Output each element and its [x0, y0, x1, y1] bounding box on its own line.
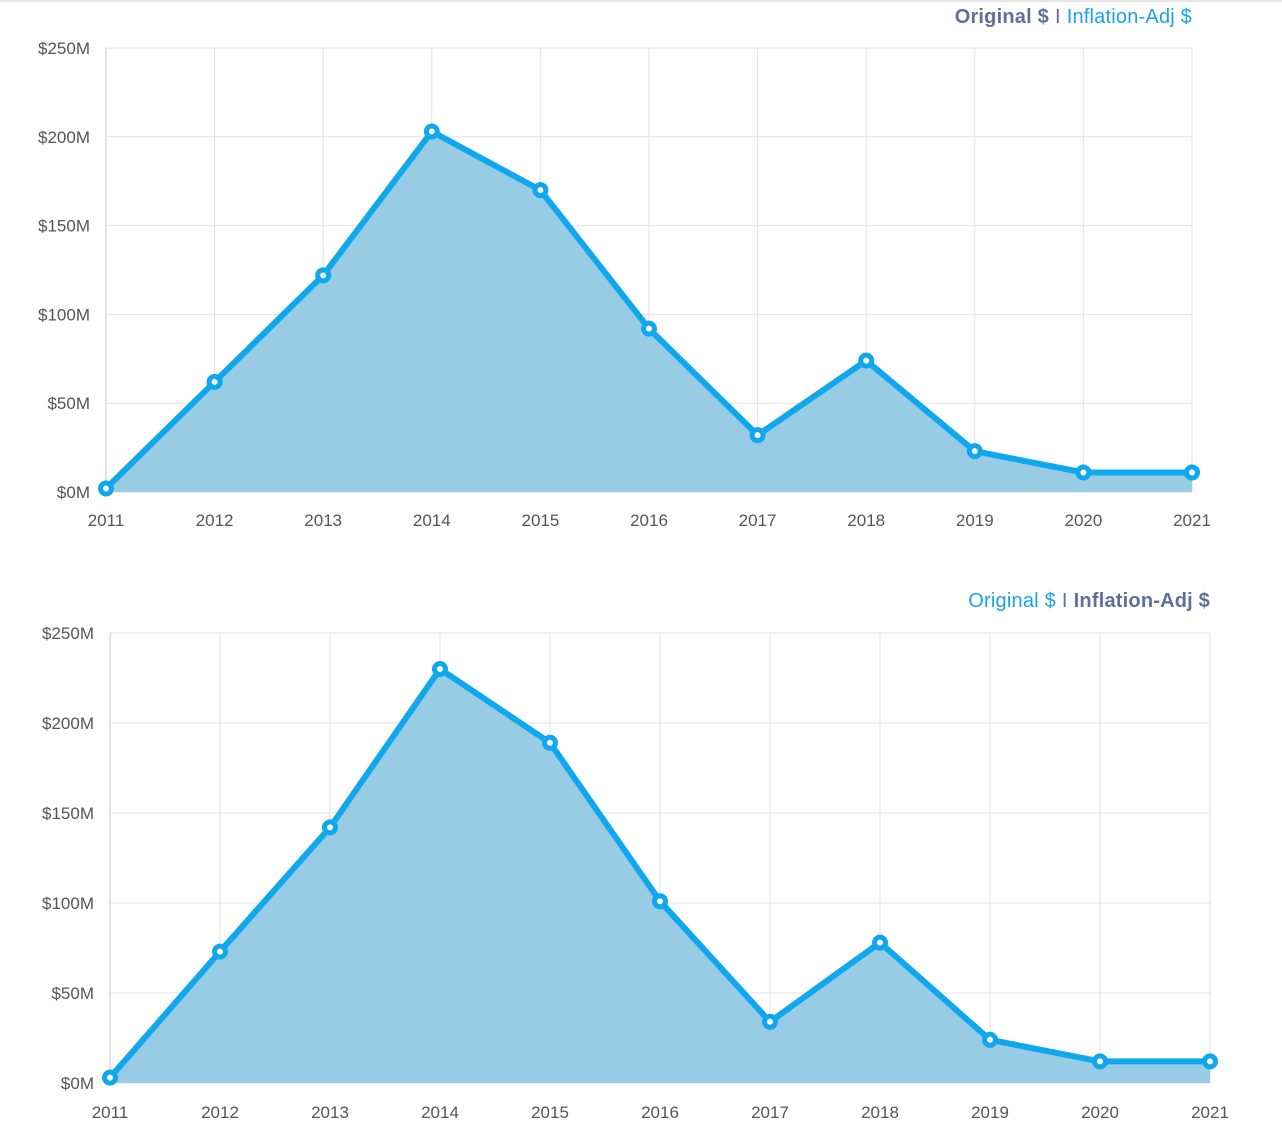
x-tick-label: 2019 — [971, 1103, 1009, 1122]
y-tick-label: $50M — [47, 394, 90, 413]
x-tick-label: 2018 — [847, 511, 885, 530]
y-tick-label: $200M — [38, 128, 90, 147]
y-tick-label: $250M — [38, 39, 90, 58]
x-tick-label: 2011 — [88, 511, 125, 530]
currency-toggle: Original $ I Inflation-Adj $ — [955, 6, 1192, 29]
toggle-inflation-button[interactable]: Inflation-Adj $ — [1066, 6, 1192, 28]
x-tick-label: 2014 — [413, 511, 451, 530]
data-point[interactable] — [966, 443, 983, 460]
y-tick-label: $100M — [42, 894, 94, 913]
area-chart-inflation-adjusted: $0M $50M $100M $150M $200M $250M 2011 2012 2013 2… — [42, 624, 1229, 1122]
data-point[interactable] — [532, 182, 549, 199]
x-tick-label: 2012 — [201, 1103, 239, 1122]
data-point[interactable] — [102, 1069, 118, 1086]
y-tick-label: $0M — [61, 1074, 94, 1093]
data-point[interactable] — [212, 943, 228, 960]
data-point[interactable] — [1202, 1053, 1218, 1070]
data-point[interactable] — [858, 352, 875, 369]
top-divider — [0, 0, 1282, 2]
x-tick-label: 2013 — [311, 1103, 349, 1122]
x-tick-label: 2013 — [304, 511, 342, 530]
area-chart-original: $0M $50M $100M $150M $200M $250M 2011 2012 2013 2… — [38, 39, 1211, 530]
toggle-separator: I — [1061, 590, 1068, 612]
x-tick-label: 2020 — [1081, 1103, 1119, 1122]
data-point[interactable] — [1184, 464, 1200, 481]
data-point[interactable] — [641, 320, 657, 337]
data-point[interactable] — [1092, 1053, 1108, 1070]
y-tick-label: $200M — [42, 714, 94, 733]
toggle-original-button[interactable]: Original $ — [968, 590, 1056, 612]
y-tick-label: $0M — [57, 483, 90, 502]
toggle-original-button[interactable]: Original $ — [954, 6, 1049, 28]
x-tick-label: 2019 — [956, 511, 994, 530]
data-point[interactable] — [98, 480, 114, 497]
data-point[interactable] — [423, 123, 440, 140]
x-tick-label: 2017 — [739, 511, 777, 530]
data-point[interactable] — [542, 734, 558, 751]
y-tick-label: $250M — [42, 624, 94, 643]
x-tick-label: 2021 — [1191, 1103, 1229, 1122]
x-tick-label: 2011 — [92, 1103, 129, 1122]
chart-panel-inflation-adjusted: Original $ I Inflation-Adj $ $0M $50M $100M $… — [0, 580, 1282, 1140]
x-tick-label: 2015 — [531, 1103, 569, 1122]
data-point[interactable] — [982, 1031, 998, 1048]
x-tick-label: 2016 — [641, 1103, 679, 1122]
data-point[interactable] — [322, 819, 338, 836]
series-area — [106, 131, 1192, 492]
toggle-inflation-button[interactable]: Inflation-Adj $ — [1073, 590, 1210, 612]
data-point[interactable] — [749, 427, 766, 444]
data-point[interactable] — [432, 661, 448, 677]
y-tick-label: $50M — [51, 984, 94, 1003]
y-tick-label: $150M — [38, 217, 90, 236]
data-point[interactable] — [206, 373, 223, 390]
x-tick-label: 2018 — [861, 1103, 899, 1122]
y-tick-label: $150M — [42, 804, 94, 823]
data-point[interactable] — [652, 893, 668, 910]
chart-panel-original: Original $ I Inflation-Adj $ $0M $50M $100M $… — [0, 0, 1282, 545]
currency-toggle: Original $ I Inflation-Adj $ — [968, 590, 1210, 613]
data-point[interactable] — [315, 267, 332, 284]
x-tick-label: 2016 — [630, 511, 668, 530]
x-tick-label: 2015 — [521, 511, 559, 530]
data-point[interactable] — [1075, 464, 1092, 481]
x-tick-label: 2020 — [1064, 511, 1102, 530]
series-area — [110, 669, 1210, 1083]
data-point[interactable] — [872, 934, 888, 951]
x-tick-label: 2021 — [1173, 511, 1211, 530]
data-point[interactable] — [762, 1013, 778, 1030]
toggle-separator: I — [1054, 6, 1061, 28]
x-tick-label: 2017 — [751, 1103, 789, 1122]
x-tick-label: 2012 — [196, 511, 234, 530]
y-tick-label: $100M — [38, 305, 90, 324]
x-tick-label: 2014 — [421, 1103, 459, 1122]
